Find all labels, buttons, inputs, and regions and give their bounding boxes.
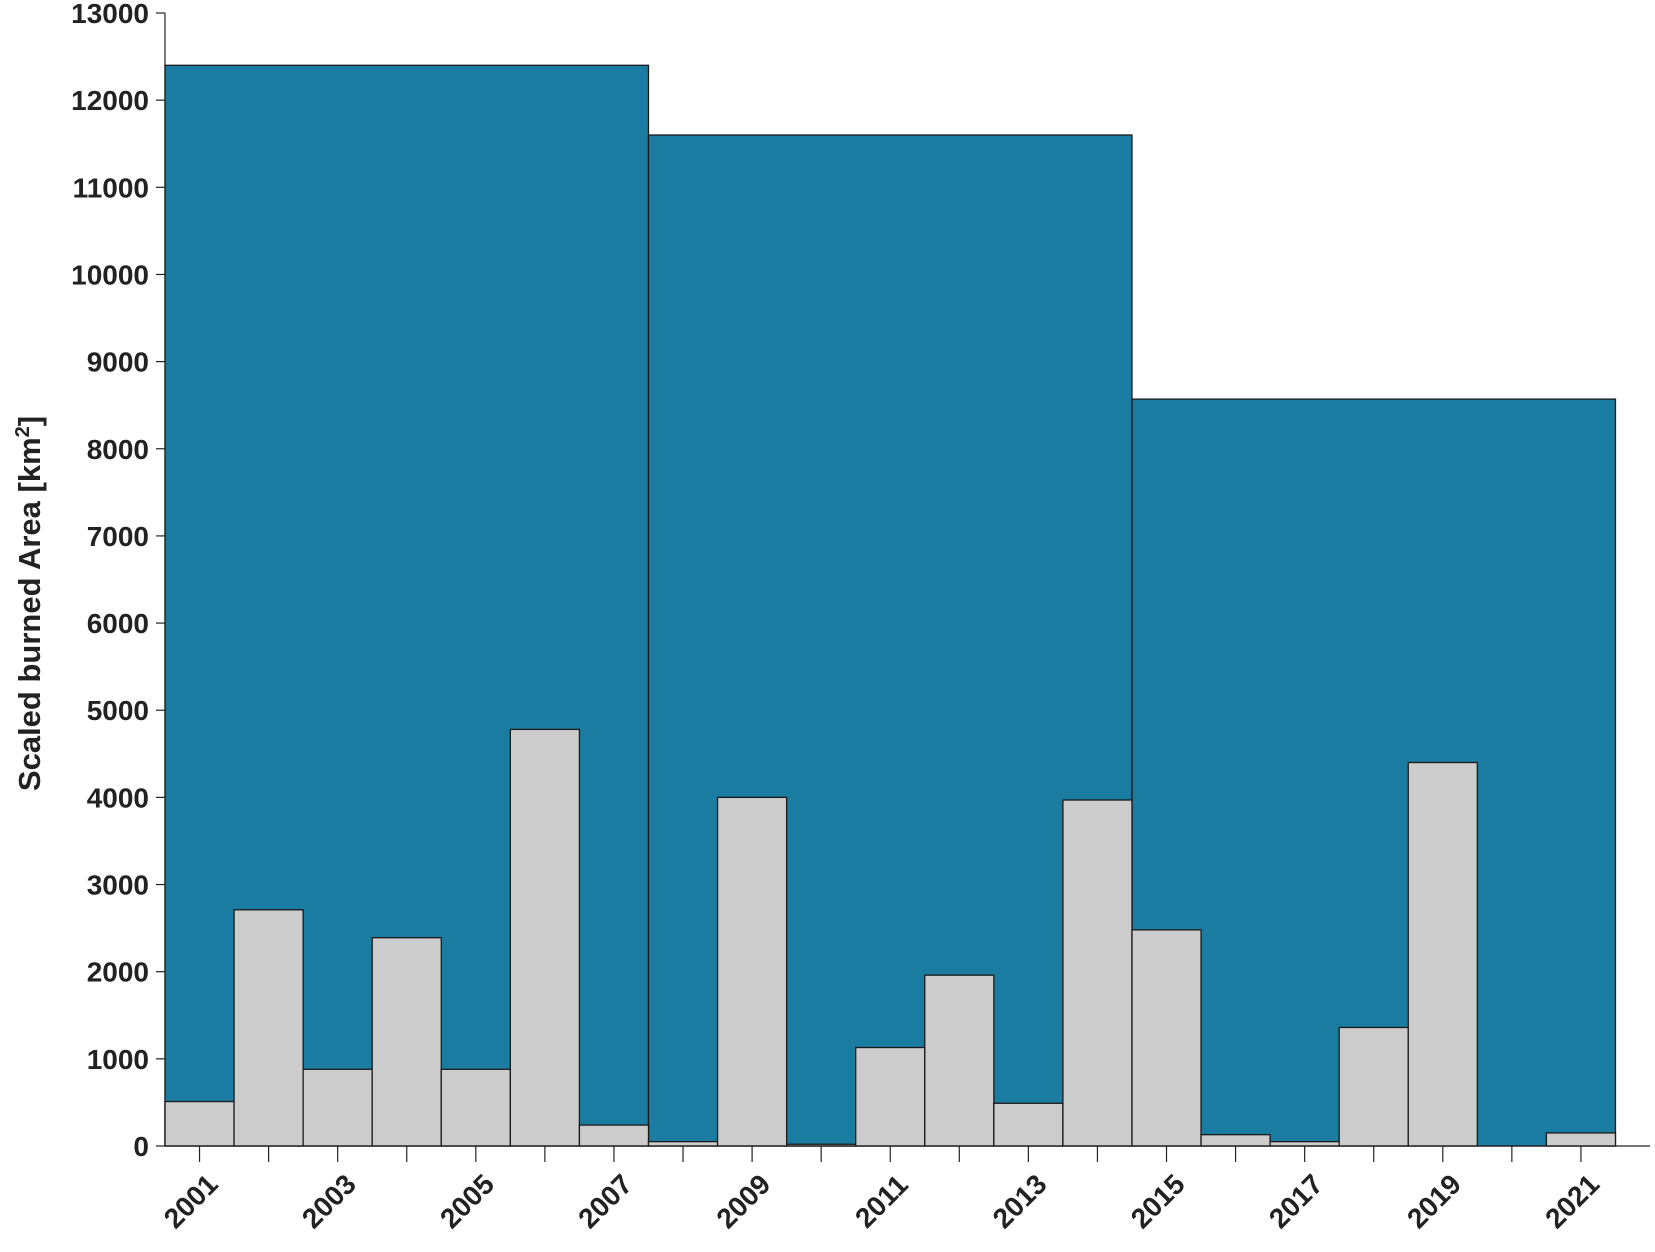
annual-bar: [1338, 1026, 1409, 1147]
period-bar: [1131, 398, 1617, 1147]
y-tick-label: 7000: [87, 521, 149, 552]
y-tick-label: 6000: [87, 608, 149, 639]
annual-bars: [164, 728, 1617, 1147]
annual-bar: [993, 1102, 1064, 1147]
y-axis-label-suffix: ]: [12, 416, 47, 426]
annual-bar: [1062, 799, 1133, 1147]
x-tick-label: 2011: [849, 1169, 914, 1234]
annual-bar: [716, 796, 788, 1147]
annual-bar: [578, 1124, 650, 1147]
annual-bar: [1407, 761, 1478, 1147]
y-tick-label: 11000: [73, 172, 149, 203]
annual-bar: [1545, 1132, 1617, 1147]
y-tick-label: 2000: [87, 957, 149, 988]
y-tick-label: 5000: [87, 695, 149, 726]
x-tick-label: 2005: [434, 1168, 500, 1234]
x-tick-label: 2015: [1125, 1168, 1191, 1234]
y-axis-label-main: Scaled burned Area [km: [12, 437, 47, 791]
x-tick-label: 2013: [987, 1168, 1053, 1234]
annual-bar: [509, 728, 581, 1147]
y-tick-label: 8000: [87, 434, 149, 465]
y-axis-label: Scaled burned Area [km2]: [12, 416, 47, 791]
annual-bar: [855, 1046, 926, 1147]
y-axis-ticks: 0 1000 2000 3000 4000 5000 6000 7000 8000 9000 100…: [71, 0, 165, 1162]
annual-bar: [440, 1068, 511, 1147]
x-axis-ticks: 2001 2003 2005 2007 2009 2011 2013 2015 2017 2019…: [158, 1146, 1605, 1234]
x-tick-label: 2021: [1539, 1168, 1605, 1234]
annual-bar: [233, 909, 304, 1147]
annual-bar: [1269, 1140, 1340, 1147]
y-axis-label-superscript: 2: [12, 426, 34, 437]
x-tick-label: 2007: [572, 1168, 638, 1234]
y-tick-label: 12000: [71, 85, 149, 116]
y-tick-label: 10000: [71, 259, 149, 290]
x-tick-label: 2009: [710, 1168, 776, 1234]
x-tick-label: 2017: [1263, 1168, 1329, 1234]
y-tick-label: 1000: [87, 1044, 149, 1075]
annual-bar: [302, 1068, 373, 1147]
y-tick-label: 3000: [87, 870, 149, 901]
x-tick-label: 2001: [158, 1168, 224, 1234]
annual-bar: [371, 937, 442, 1147]
annual-bar: [924, 974, 995, 1147]
x-tick-label: 2003: [296, 1168, 362, 1234]
y-tick-label: 13000: [71, 0, 149, 29]
y-tick-label: 0: [133, 1131, 149, 1162]
x-tick-label: 2019: [1401, 1168, 1467, 1234]
annual-bar: [1200, 1134, 1271, 1147]
annual-bar: [647, 1140, 719, 1147]
y-tick-label: 4000: [87, 782, 149, 813]
annual-bar: [164, 1100, 235, 1147]
axes: [164, 13, 1650, 1147]
annual-bar: [1131, 929, 1202, 1147]
y-tick-label: 9000: [87, 347, 149, 378]
